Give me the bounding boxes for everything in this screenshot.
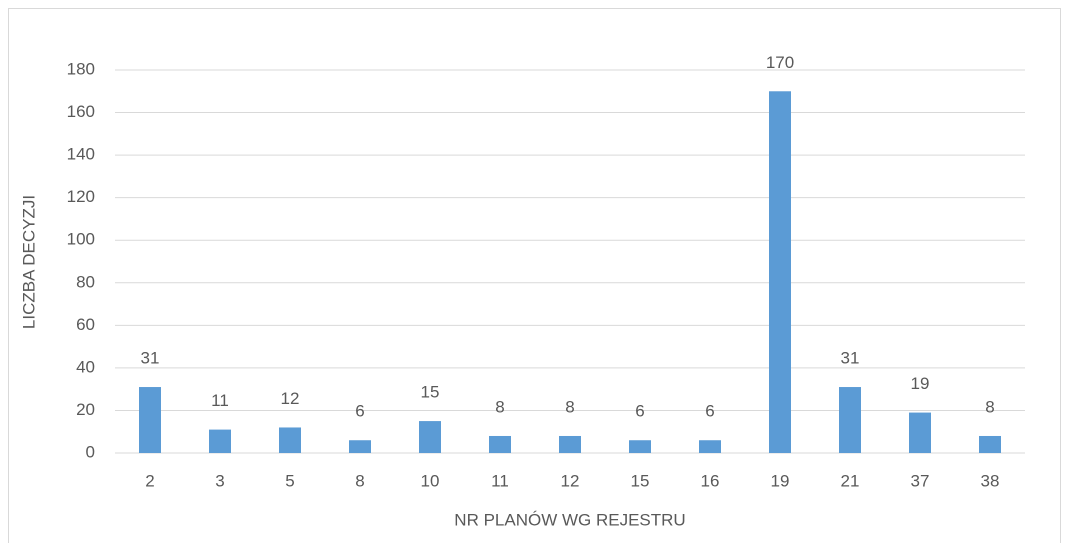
data-label: 8 bbox=[495, 397, 504, 416]
data-label: 11 bbox=[211, 391, 229, 410]
bar bbox=[839, 387, 861, 453]
y-axis-label: LICZBA DECYZJI bbox=[19, 195, 38, 329]
y-tick-label: 0 bbox=[86, 442, 95, 461]
data-label: 6 bbox=[635, 402, 644, 421]
data-label: 15 bbox=[421, 383, 440, 402]
y-tick-label: 120 bbox=[67, 187, 95, 206]
x-tick-label: 11 bbox=[491, 471, 509, 490]
data-label: 31 bbox=[141, 349, 160, 368]
bar bbox=[279, 427, 301, 453]
y-tick-label: 100 bbox=[67, 230, 95, 249]
bar bbox=[979, 435, 1001, 453]
bar bbox=[419, 421, 441, 453]
data-label: 12 bbox=[281, 389, 300, 408]
x-tick-label: 2 bbox=[145, 471, 154, 490]
bar bbox=[139, 387, 161, 453]
data-label: 6 bbox=[355, 402, 364, 421]
bar bbox=[349, 440, 371, 453]
data-label: 6 bbox=[705, 402, 714, 421]
x-tick-label: 8 bbox=[355, 471, 364, 490]
y-tick-label: 140 bbox=[67, 145, 95, 164]
data-label: 170 bbox=[766, 53, 794, 72]
x-axis-label: NR PLANÓW WG REJESTRU bbox=[454, 510, 685, 529]
y-tick-label: 80 bbox=[76, 272, 95, 291]
bar bbox=[769, 91, 791, 454]
x-tick-label: 38 bbox=[981, 471, 1000, 490]
y-tick-label: 40 bbox=[76, 357, 95, 376]
data-label: 31 bbox=[841, 349, 860, 368]
bar bbox=[489, 435, 511, 453]
bar bbox=[559, 435, 581, 453]
chart-frame bbox=[8, 8, 1061, 543]
x-tick-label: 15 bbox=[631, 471, 650, 490]
bar bbox=[699, 440, 721, 453]
y-tick-label: 180 bbox=[67, 59, 95, 78]
x-tick-label: 10 bbox=[421, 471, 440, 490]
x-tick-label: 37 bbox=[911, 471, 930, 490]
x-tick-label: 19 bbox=[771, 471, 790, 490]
data-label: 8 bbox=[565, 397, 574, 416]
y-tick-label: 160 bbox=[67, 102, 95, 121]
y-tick-label: 20 bbox=[76, 400, 95, 419]
x-tick-label: 5 bbox=[285, 471, 294, 490]
bar bbox=[909, 412, 931, 453]
x-tick-label: 16 bbox=[701, 471, 720, 490]
bar bbox=[209, 429, 231, 453]
bar bbox=[629, 440, 651, 453]
x-tick-label: 21 bbox=[841, 471, 860, 490]
y-tick-label: 60 bbox=[76, 315, 95, 334]
x-tick-label: 12 bbox=[561, 471, 580, 490]
x-tick-label: 3 bbox=[215, 471, 224, 490]
data-label: 8 bbox=[985, 397, 994, 416]
data-label: 19 bbox=[911, 374, 930, 393]
